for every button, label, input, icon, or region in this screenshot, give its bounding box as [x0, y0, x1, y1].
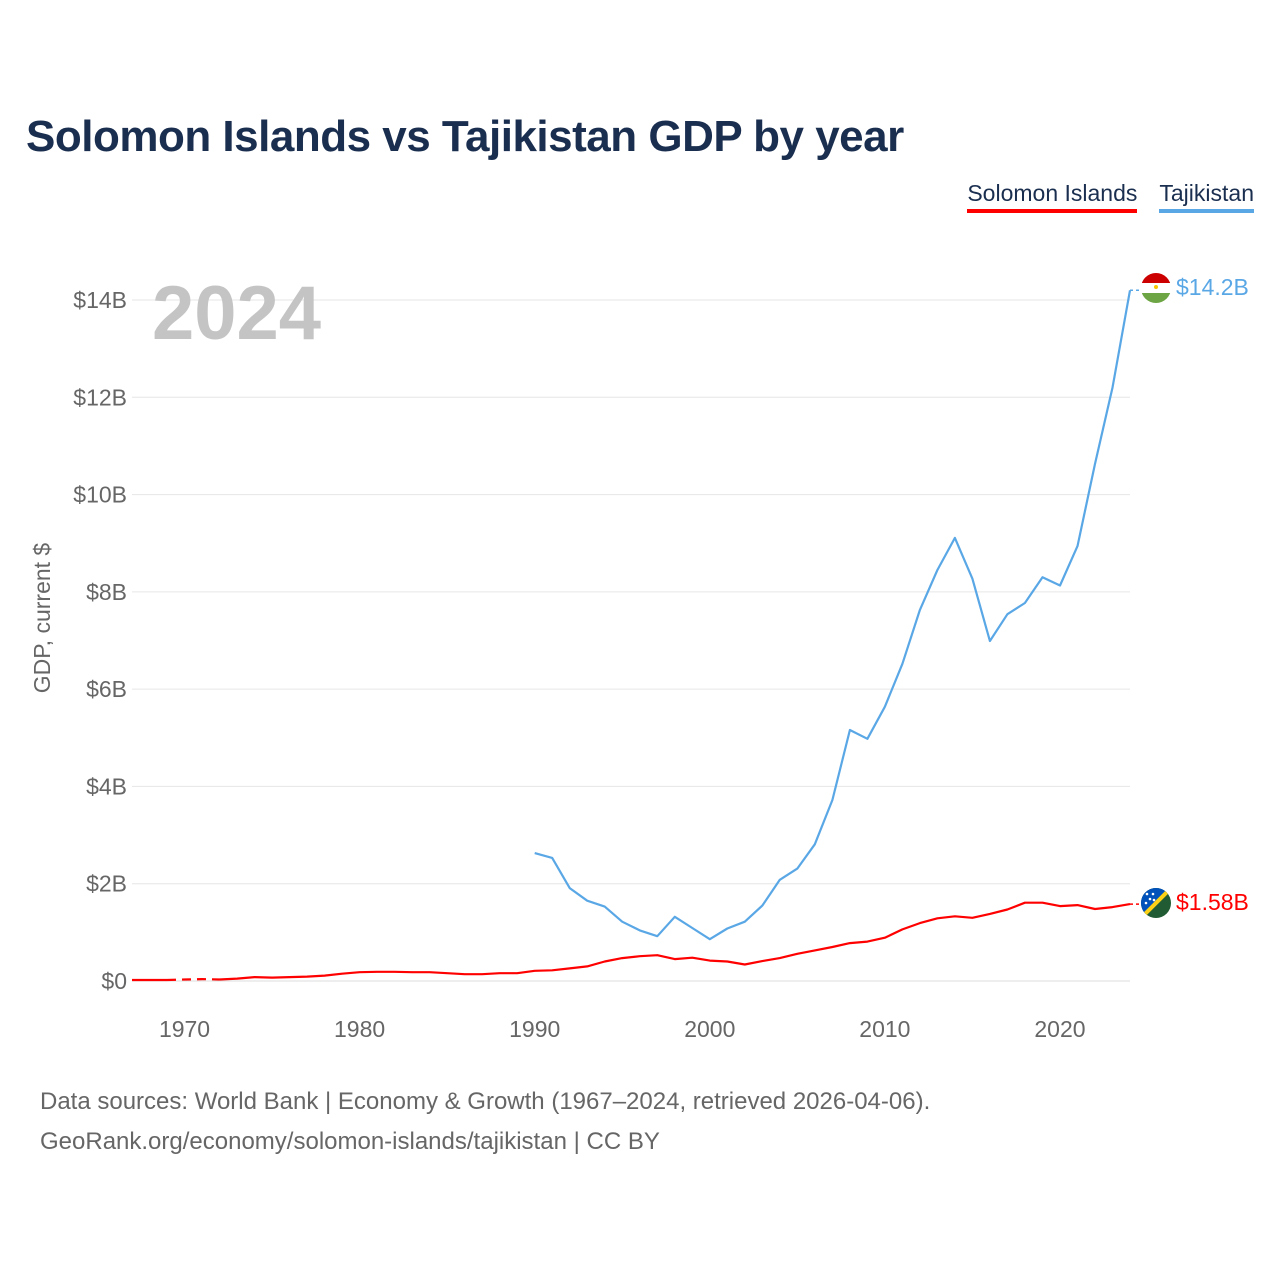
y-tick-label: $12B — [73, 384, 127, 410]
tajikistan-flag-icon — [1141, 273, 1171, 303]
x-tick-label: 1980 — [334, 1016, 385, 1042]
series-lines — [132, 289, 1140, 982]
x-tick-label: 2000 — [684, 1016, 735, 1042]
y-tick-label: $8B — [86, 579, 127, 605]
legend-item-tajikistan[interactable]: Tajikistan — [1159, 180, 1254, 213]
y-tick-label: $14B — [73, 287, 127, 313]
y-axis-label: GDP, current $ — [29, 543, 55, 694]
end-label-tajikistan: $14.2B — [1176, 274, 1249, 300]
end-label-solomon-islands: $1.58B — [1176, 889, 1249, 915]
y-tick-label: $6B — [86, 676, 127, 702]
y-tick-label: $10B — [73, 482, 127, 508]
series-line-tajikistan — [534, 290, 1132, 941]
y-tick-label: $4B — [86, 773, 127, 799]
legend: Solomon Islands Tajikistan — [967, 180, 1254, 213]
line-chart: $0 $2B $4B $6B $8B $10B $12B $14B 1970 1980 1990 2… — [29, 271, 1249, 1042]
source-url: GeoRank.org/economy/solomon-islands/taji… — [40, 1128, 660, 1155]
series-line-solomon — [166, 978, 220, 982]
y-axis-ticks: $0 $2B $4B $6B $8B $10B $12B $14B — [73, 287, 127, 994]
solomon-islands-flag-icon — [1141, 888, 1171, 918]
grid — [132, 299, 1130, 982]
legend-item-solomon-islands[interactable]: Solomon Islands — [967, 180, 1138, 213]
y-tick-label: $0 — [101, 968, 127, 994]
y-tick-label: $2B — [86, 871, 127, 897]
footer: Data sources: World Bank | Economy & Gro… — [40, 1082, 930, 1162]
x-tick-label: 1990 — [509, 1016, 560, 1042]
x-tick-label: 1970 — [159, 1016, 210, 1042]
series-line-solomon — [219, 901, 1131, 981]
x-axis-ticks: 1970 1980 1990 2000 2010 2020 — [159, 1016, 1086, 1042]
x-tick-label: 2010 — [859, 1016, 910, 1042]
x-tick-label: 2020 — [1034, 1016, 1085, 1042]
chart-title: Solomon Islands vs Tajikistan GDP by yea… — [26, 112, 904, 161]
year-watermark: 2024 — [152, 271, 321, 356]
source-note: Data sources: World Bank | Economy & Gro… — [40, 1088, 931, 1115]
